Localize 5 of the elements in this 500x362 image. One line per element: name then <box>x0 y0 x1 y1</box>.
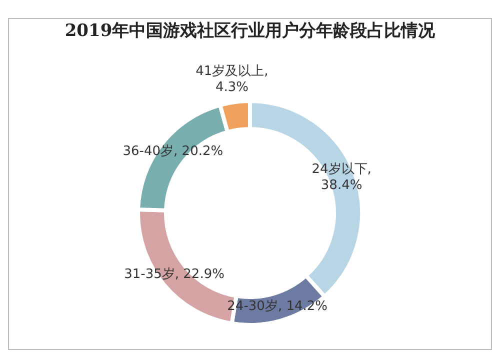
chart-title: 2019年中国游戏社区行业用户分年龄段占比情况 <box>64 20 436 43</box>
slice-label: 31-35岁 <box>124 267 175 282</box>
slice-label: 24岁以下 <box>312 162 368 178</box>
data-label: , 22.9% <box>174 267 224 282</box>
slice-label: 41岁及以上 <box>196 64 264 80</box>
